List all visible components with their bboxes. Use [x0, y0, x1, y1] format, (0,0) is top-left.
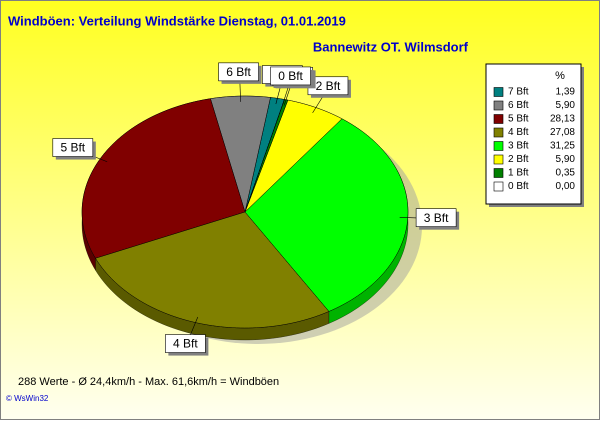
callout-box — [415, 208, 457, 227]
chart-subtitle: Bannewitz OT. Wilmsdorf — [313, 39, 469, 54]
callout-label: 6 Bft — [226, 65, 251, 79]
legend-label: 5 Bft — [508, 114, 529, 125]
callout-label: 5 Bft — [60, 141, 85, 155]
legend-label: 4 Bft — [508, 127, 529, 138]
legend-value: 5,90 — [556, 100, 576, 111]
callout-box — [218, 62, 259, 82]
pie-slices — [81, 95, 409, 329]
legend-swatch — [493, 154, 504, 165]
callout-label: 2 Bft — [316, 79, 341, 93]
callout-label: 0 Bft — [278, 69, 303, 83]
legend-label: 7 Bft — [508, 87, 529, 98]
chart-title: Windböen: Verteilung Windstärke Dienstag… — [8, 13, 346, 28]
callout-label: 3 Bft — [424, 211, 449, 225]
callout-label: 4 Bft — [173, 337, 198, 351]
legend-value: 28,13 — [550, 114, 575, 125]
legend-swatch — [493, 141, 504, 151]
legend-swatch — [493, 168, 504, 178]
legend-value: 31,25 — [550, 141, 575, 152]
legend-swatch — [493, 127, 504, 138]
callout-box — [165, 334, 206, 353]
legend-label: 0 Bft — [508, 181, 529, 192]
callout-box — [52, 138, 94, 157]
legend-swatch — [493, 87, 504, 97]
legend-swatch — [493, 181, 504, 192]
credit: © WsWin32 — [6, 394, 49, 403]
legend-title: % — [555, 70, 565, 82]
legend-items: 7 Bft 1,39 6 Bft 5,90 5 Bft 28,13 4 Bft 27,08 3 … — [493, 87, 576, 192]
legend-label: 3 Bft — [508, 141, 529, 152]
legend-label: 1 Bft — [508, 168, 529, 179]
legend-value: 0,00 — [556, 181, 576, 192]
legend-value: 27,08 — [550, 127, 575, 138]
legend-value: 5,90 — [556, 154, 576, 165]
legend-swatch — [493, 114, 504, 124]
legend-value: 0,35 — [556, 168, 576, 179]
legend-value: 1,39 — [556, 87, 576, 98]
legend-label: 2 Bft — [508, 154, 529, 165]
callout-box — [270, 66, 311, 86]
legend-swatch — [493, 100, 504, 111]
footer: 288 Werte - Ø 24,4km/h - Max. 61,6km/h =… — [18, 376, 279, 388]
legend-label: 6 Bft — [508, 100, 529, 111]
